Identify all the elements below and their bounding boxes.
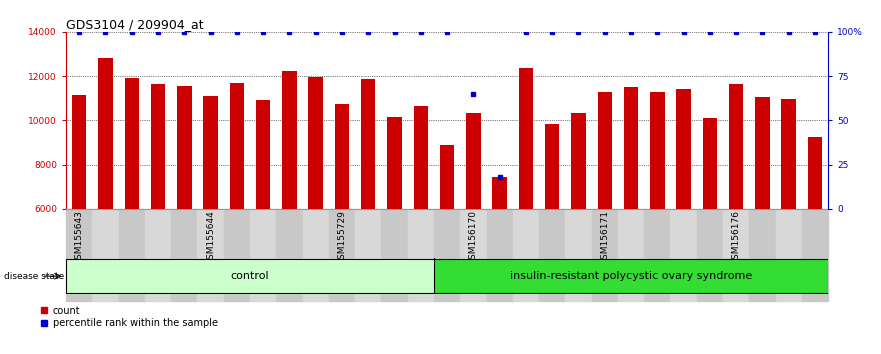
Bar — [361, 79, 375, 209]
Bar — [808, 137, 822, 209]
Bar — [460, 209, 486, 301]
Text: GDS3104 / 209904_at: GDS3104 / 209904_at — [66, 18, 204, 31]
Bar — [723, 209, 750, 301]
Bar — [277, 209, 302, 301]
Bar — [151, 84, 166, 209]
Bar — [434, 209, 460, 301]
Bar — [566, 209, 592, 301]
Bar — [335, 104, 349, 209]
FancyBboxPatch shape — [66, 259, 434, 293]
Bar — [677, 89, 691, 209]
Text: insulin-resistant polycystic ovary syndrome: insulin-resistant polycystic ovary syndr… — [510, 271, 752, 281]
Bar — [66, 209, 93, 301]
Bar — [624, 87, 638, 209]
Bar — [571, 113, 586, 209]
Bar — [204, 96, 218, 209]
Bar — [93, 209, 119, 301]
Bar — [72, 95, 86, 209]
Bar — [670, 209, 697, 301]
Legend: count, percentile rank within the sample: count, percentile rank within the sample — [41, 306, 218, 328]
Bar — [388, 117, 402, 209]
Bar — [513, 209, 539, 301]
Bar — [781, 99, 796, 209]
Text: control: control — [231, 271, 270, 281]
Bar — [440, 145, 455, 209]
Bar — [230, 83, 244, 209]
Bar — [519, 68, 533, 209]
Bar — [197, 209, 224, 301]
Bar — [592, 209, 618, 301]
Bar — [119, 209, 144, 301]
Bar — [775, 209, 802, 301]
Bar — [802, 209, 828, 301]
Bar — [124, 78, 139, 209]
Bar — [302, 209, 329, 301]
Bar — [144, 209, 171, 301]
Bar — [256, 101, 270, 209]
Bar — [381, 209, 408, 301]
Bar — [177, 86, 191, 209]
Bar — [355, 209, 381, 301]
Bar — [650, 92, 664, 209]
Bar — [308, 77, 323, 209]
Bar — [492, 177, 507, 209]
Text: disease state: disease state — [4, 272, 64, 281]
Bar — [644, 209, 670, 301]
Bar — [618, 209, 644, 301]
Bar — [597, 92, 612, 209]
Bar — [250, 209, 277, 301]
Bar — [697, 209, 723, 301]
Bar — [329, 209, 355, 301]
Bar — [224, 209, 250, 301]
Bar — [408, 209, 434, 301]
Bar — [750, 209, 775, 301]
Bar — [413, 106, 428, 209]
Bar — [729, 84, 744, 209]
Bar — [703, 118, 717, 209]
Bar — [539, 209, 566, 301]
Bar — [545, 124, 559, 209]
Bar — [466, 113, 481, 209]
Bar — [99, 58, 113, 209]
Bar — [171, 209, 197, 301]
Bar — [486, 209, 513, 301]
Bar — [755, 97, 770, 209]
FancyBboxPatch shape — [434, 259, 828, 293]
Bar — [282, 70, 297, 209]
